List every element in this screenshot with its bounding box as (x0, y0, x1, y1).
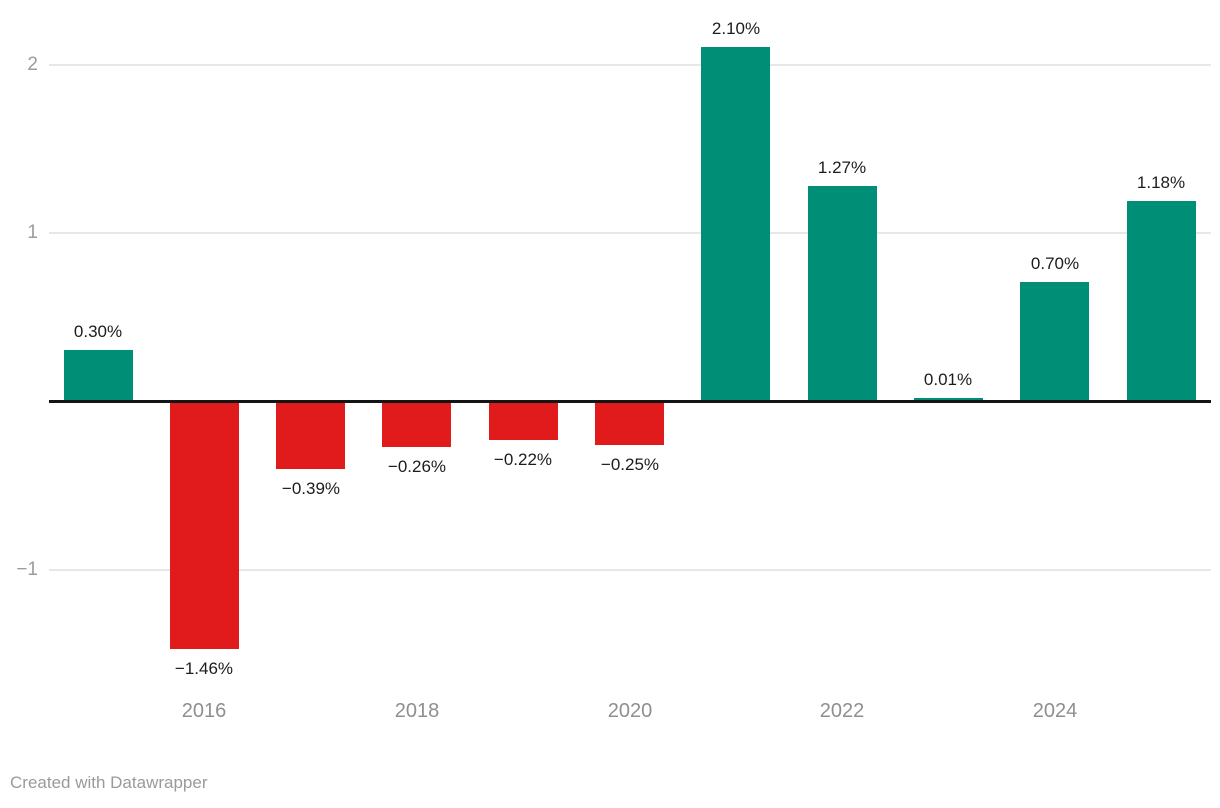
x-tick-label: 2020 (607, 700, 653, 722)
y-gridline (49, 569, 1211, 571)
x-tick-label: 2024 (1032, 700, 1078, 722)
bar (701, 47, 770, 400)
value-label: −0.26% (387, 457, 447, 476)
value-label: 0.30% (73, 322, 123, 341)
bar (1020, 282, 1089, 400)
value-label: −0.39% (281, 479, 341, 498)
bar (489, 403, 558, 440)
x-tick-label: 2022 (819, 700, 865, 722)
value-label: 1.27% (817, 158, 867, 177)
y-gridline (49, 64, 1211, 66)
value-label: 0.01% (923, 370, 973, 389)
value-label: 0.70% (1030, 254, 1080, 273)
bar (595, 403, 664, 445)
y-tick-label: 2 (27, 54, 38, 75)
y-tick-label: 1 (27, 222, 38, 243)
value-label: −0.22% (493, 450, 553, 469)
bar (64, 350, 133, 400)
bar (382, 403, 451, 447)
bar (1127, 201, 1196, 400)
y-tick-label: −1 (16, 559, 38, 580)
datawrapper-credit-link[interactable]: Created with Datawrapper (10, 773, 208, 792)
value-label: −0.25% (600, 455, 660, 474)
bar (276, 403, 345, 469)
x-tick-label: 2018 (394, 700, 440, 722)
value-label: 1.18% (1136, 173, 1186, 192)
x-tick-label: 2016 (181, 700, 227, 722)
bar (808, 186, 877, 400)
zero-baseline (49, 400, 1211, 403)
value-label: 2.10% (711, 19, 761, 38)
y-gridline (49, 232, 1211, 234)
value-label: −1.46% (174, 659, 234, 678)
bar (914, 398, 983, 400)
bar (170, 403, 239, 649)
